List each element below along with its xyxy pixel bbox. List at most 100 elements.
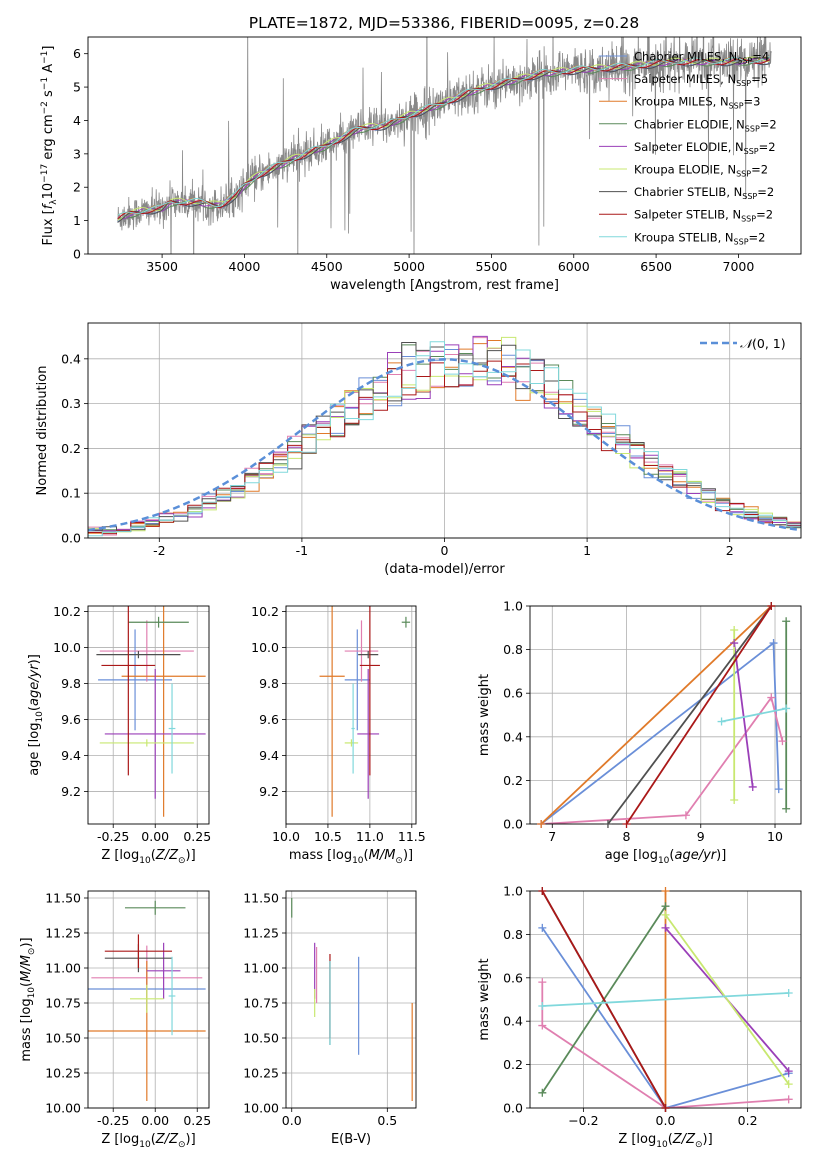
x-tick-label: 0.25	[183, 1113, 211, 1128]
y-tick-label: 3	[73, 146, 81, 161]
x-tick-label: 0.0	[282, 1113, 302, 1128]
weight-line-salpeter-miles	[541, 695, 784, 824]
y-tick-label: 0	[73, 247, 81, 262]
x-tick-label: 10.5	[314, 829, 342, 844]
y-tick-label: 0.8	[503, 642, 523, 657]
y-tick-label: 10.50	[45, 1031, 81, 1046]
axes-frame	[87, 36, 802, 255]
x-tick-label: -0.25	[97, 1113, 129, 1128]
weight-marker	[767, 602, 776, 610]
legend-label: Chabrier ELODIE, NSSP=2	[634, 117, 777, 133]
y-tick-label: 5	[73, 80, 81, 95]
plot-area	[541, 891, 790, 1108]
y-tick-label: 0.0	[61, 531, 81, 546]
y-tick-label: 10.0	[251, 640, 279, 655]
x-tick-label: 8	[623, 829, 631, 844]
y-axis-label: mass weight	[477, 958, 492, 1040]
weight-marker	[782, 617, 791, 626]
weight-marker	[778, 737, 787, 746]
y-tick-label: 9.4	[259, 748, 279, 763]
weight-marker	[748, 782, 757, 791]
x-tick-label: 9	[697, 829, 705, 844]
axes-frame	[87, 322, 802, 539]
figure-title: PLATE=1872, MJD=53386, FIBERID=0095, z=0…	[249, 14, 639, 32]
plot-area	[291, 898, 413, 1101]
x-tick-label: 5500	[476, 259, 508, 274]
legend-label: Chabrier MILES, NSSP=4	[634, 50, 769, 66]
y-tick-label: 9.8	[259, 676, 279, 691]
x-tick-label: 1	[583, 543, 591, 558]
y-tick-label: 10.2	[251, 604, 279, 619]
model-spectrum-salpeter-stelib	[117, 58, 770, 220]
y-tick-label: 0.4	[503, 1014, 523, 1029]
weight-marker	[730, 625, 739, 634]
y-tick-label: 9.2	[61, 784, 81, 799]
y-tick-label: 9.6	[259, 712, 279, 727]
legend-label: Chabrier STELIB, NSSP=2	[634, 185, 774, 201]
y-tick-label: 11.25	[45, 926, 81, 941]
x-axis-label: wavelength [Angstrom, rest frame]	[330, 278, 559, 293]
weight-marker	[784, 1067, 793, 1076]
x-tick-label: 0.25	[183, 829, 211, 844]
mass-vs-ebv-panel: 0.0 0.5 10.00 10.25 10.50 10.75 11.00 11.25 11.5…	[243, 891, 417, 1147]
y-tick-label: 10.00	[243, 1101, 279, 1116]
y-axis-label: mass [log10(M/M⊙)]	[19, 937, 37, 1061]
weight-line-chabrier-miles	[540, 641, 780, 824]
weights-vs-metallicity-panel: −0.2 0.0 0.2 0.0 0.2 0.4 0.6 0.8 1.0 mass weight Z…	[477, 884, 802, 1150]
plot-area	[96, 606, 206, 817]
spectrum-panel: 3500 4000 4500 5000 5500 6000 6500 7000 0 1 2 3 4 5 6 w…	[40, 36, 802, 293]
weight-marker	[717, 717, 726, 726]
legend-label: Kroupa ELODIE, NSSP=2	[634, 163, 768, 179]
x-axis-label: mass [log10(M/M⊙)]	[289, 848, 413, 866]
observed-spectrum-line	[117, 37, 772, 254]
weight-marker	[681, 811, 690, 820]
weight-marker	[784, 988, 793, 997]
weight-marker	[603, 820, 612, 828]
x-tick-label: 7	[548, 829, 556, 844]
plot-area	[117, 37, 772, 254]
y-tick-label: 0.0	[503, 1101, 523, 1116]
legend-label: Salpeter ELODIE, NSSP=2	[634, 140, 776, 156]
y-tick-label: 0.1	[61, 486, 81, 501]
weight-marker	[661, 887, 670, 895]
weight-marker	[538, 978, 547, 987]
y-axis-label: Normed distribution	[35, 366, 50, 496]
weight-marker	[537, 820, 546, 828]
x-tick-label: 0.00	[141, 1113, 169, 1128]
y-tick-label: 10.25	[243, 1066, 279, 1081]
y-tick-label: 11.50	[243, 891, 279, 906]
x-tick-label: 7000	[723, 259, 755, 274]
weight-line-kroupa-stelib	[542, 992, 789, 1007]
y-axis-label: mass weight	[477, 674, 492, 756]
y-tick-label: 11.00	[45, 961, 81, 976]
weight-line-chabrier-miles	[541, 927, 789, 1108]
y-tick-label: 9.2	[259, 784, 279, 799]
x-tick-label: 10	[767, 829, 783, 844]
x-tick-label: 11.5	[398, 829, 426, 844]
weight-line-kroupa-elodie	[664, 914, 790, 1085]
weight-marker	[784, 1080, 793, 1089]
axes-frame	[87, 890, 210, 1109]
x-axis-label: E(B-V)	[331, 1132, 371, 1147]
y-tick-label: 11.25	[243, 926, 279, 941]
legend-label: Salpeter MILES, NSSP=5	[634, 72, 768, 88]
plot-area	[319, 606, 411, 817]
weight-line-salpeter-stelib	[625, 606, 773, 824]
y-tick-label: 0.6	[503, 686, 523, 701]
age-vs-metallicity-panel: -0.25 0.00 0.25 9.2 9.4 9.6 9.8 10.0 10.2 Z [log1…	[27, 604, 211, 866]
x-tick-label: 11.0	[356, 829, 384, 844]
weight-marker	[782, 704, 791, 713]
model-spectrum-kroupa-stelib	[117, 56, 770, 216]
legend-label: Salpeter STELIB, NSSP=2	[634, 208, 773, 224]
y-tick-label: 10.75	[45, 996, 81, 1011]
weight-marker	[538, 1021, 547, 1030]
x-tick-label: 0	[441, 543, 449, 558]
y-axis-label: Flux [fλ10−17 erg cm−2 s−1 A−1]	[40, 46, 59, 246]
weight-marker	[767, 693, 776, 702]
weight-marker	[538, 1088, 547, 1097]
y-tick-label: 2	[73, 180, 81, 195]
y-tick-label: 0.2	[61, 441, 81, 456]
y-tick-label: 9.6	[61, 712, 81, 727]
weights-vs-age-panel: 7 8 9 10 0.0 0.2 0.4 0.6 0.8 1.0 mass weight age [l…	[477, 599, 802, 866]
x-tick-label: 3500	[146, 259, 178, 274]
